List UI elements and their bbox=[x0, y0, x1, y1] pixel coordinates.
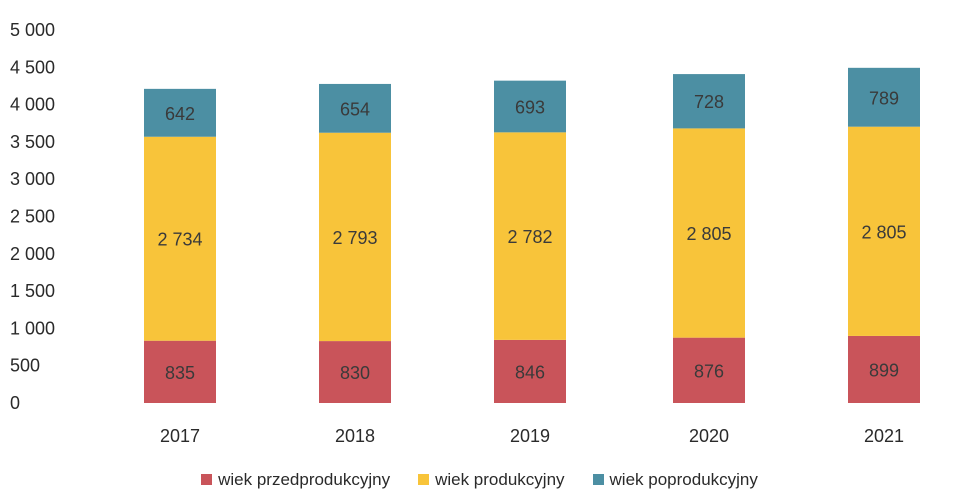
x-tick-label: 2021 bbox=[864, 426, 904, 446]
legend-item: wiek produkcyjny bbox=[418, 466, 565, 493]
data-label: 654 bbox=[340, 99, 370, 119]
bar-segment bbox=[673, 337, 745, 403]
legend: wiek przedprodukcyjny wiek produkcyjny wie… bbox=[0, 466, 959, 493]
y-tick-label: 2 500 bbox=[10, 207, 55, 227]
bar-segment bbox=[144, 88, 216, 137]
x-tick-label: 2018 bbox=[335, 426, 375, 446]
data-label: 2 805 bbox=[686, 224, 731, 244]
bar-segment bbox=[673, 74, 745, 129]
x-tick-label: 2017 bbox=[160, 426, 200, 446]
data-label: 642 bbox=[165, 104, 195, 124]
data-label: 728 bbox=[694, 92, 724, 112]
data-label: 2 734 bbox=[157, 230, 202, 250]
y-tick-label: 3 500 bbox=[10, 132, 55, 152]
y-tick-label: 4 000 bbox=[10, 95, 55, 115]
data-label: 789 bbox=[869, 88, 899, 108]
data-label: 2 793 bbox=[332, 228, 377, 248]
data-label: 693 bbox=[515, 98, 545, 118]
bars: 835 2 734 642 830 2 793 654 846 2 782 693 876 2 80… bbox=[144, 67, 920, 403]
bar-segment bbox=[494, 339, 566, 403]
data-label: 899 bbox=[869, 360, 899, 380]
legend-swatch bbox=[418, 474, 430, 485]
bar-segment bbox=[319, 341, 391, 403]
bar-segment bbox=[494, 80, 566, 133]
legend-swatch bbox=[592, 474, 604, 485]
y-tick-label: 4 500 bbox=[10, 57, 55, 77]
bar-segment bbox=[848, 126, 920, 336]
bar-segment bbox=[144, 136, 216, 341]
x-tick-label: 2020 bbox=[689, 426, 729, 446]
x-tick-label: 2019 bbox=[510, 426, 550, 446]
data-label: 876 bbox=[694, 361, 724, 381]
data-label: 830 bbox=[340, 363, 370, 383]
y-tick-label: 3 000 bbox=[10, 169, 55, 189]
y-tick-label: 1 500 bbox=[10, 281, 55, 301]
bar-segment bbox=[848, 335, 920, 403]
bar-segment bbox=[144, 340, 216, 403]
bar-segment bbox=[848, 67, 920, 127]
legend-swatch bbox=[201, 474, 213, 485]
data-label: 846 bbox=[515, 362, 545, 382]
x-axis: 2017 2018 2019 2020 2021 bbox=[160, 426, 904, 446]
data-label: 2 805 bbox=[861, 222, 906, 242]
data-label: 2 782 bbox=[507, 227, 552, 247]
y-tick-label: 0 bbox=[10, 393, 20, 413]
y-tick-label: 5 000 bbox=[10, 20, 55, 40]
bar-segment bbox=[673, 128, 745, 338]
data-label: 835 bbox=[165, 363, 195, 383]
legend-label: wiek produkcyjny bbox=[435, 469, 565, 489]
y-tick-label: 500 bbox=[10, 356, 40, 376]
bar-segment bbox=[319, 83, 391, 133]
legend-label: wiek przedprodukcyjny bbox=[218, 469, 391, 489]
stacked-bar-chart: 0 500 1 000 1 500 2 000 2 500 3 000 3 500 4 000 4… bbox=[10, 20, 920, 446]
y-axis: 0 500 1 000 1 500 2 000 2 500 3 000 3 500 4 000 4… bbox=[10, 20, 55, 413]
bar-segment bbox=[319, 132, 391, 342]
y-tick-label: 2 000 bbox=[10, 244, 55, 264]
legend-item: wiek przedprodukcyjny bbox=[201, 466, 390, 493]
legend-label: wiek poprodukcyjny bbox=[609, 469, 758, 489]
y-tick-label: 1 000 bbox=[10, 318, 55, 338]
bar-segment bbox=[494, 132, 566, 340]
legend-item: wiek poprodukcyjny bbox=[592, 466, 758, 493]
